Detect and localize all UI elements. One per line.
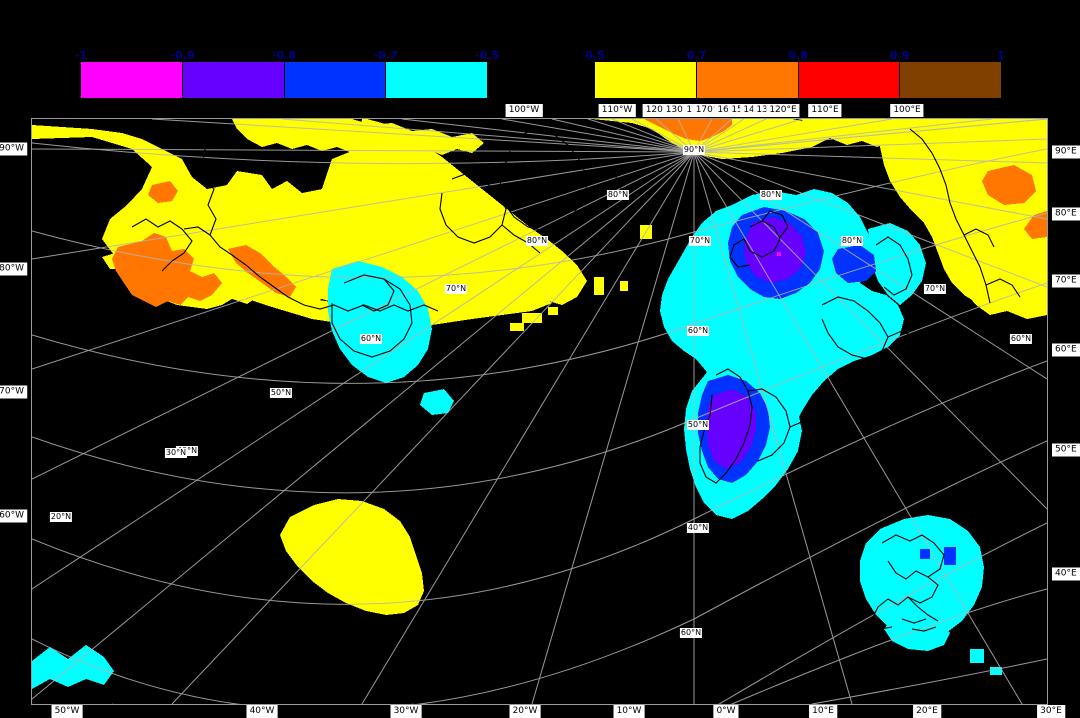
- axis-tick-label: 50°W: [51, 705, 83, 718]
- colorbar-tick-label: -0.9: [170, 49, 195, 62]
- blob-magenta-pixel: [777, 252, 781, 256]
- blob-mid-atlantic-yellow: [280, 499, 424, 615]
- colorbar-negative: [81, 62, 487, 98]
- colorbar-positive-ticklabels: 0.5 0.7 0.8 0.9 1: [585, 48, 1005, 64]
- axis-tick-label: 60°E: [1052, 343, 1080, 357]
- axis-tick-label: 70°W: [0, 385, 27, 399]
- colorbar-segment-1: [182, 62, 285, 98]
- axis-tick-label: 100°W: [505, 104, 543, 117]
- coastlines: [131, 128, 1021, 632]
- axis-tick-label: 110°W: [598, 104, 636, 117]
- colorbar-tick-label: 0.9: [889, 49, 910, 62]
- blob-balkans-blue-1: [920, 549, 930, 559]
- axis-tick-label: 100°E: [890, 104, 924, 117]
- axis-tick-label: 90°E: [1052, 145, 1080, 159]
- colorbar-tick-label: 1: [997, 49, 1005, 62]
- axis-tick-label: 0°W: [713, 705, 739, 718]
- blob-na-south-lobe: [102, 251, 552, 325]
- colorbar-tick-label: -1: [74, 49, 88, 62]
- colorbar-tick-label: 0.5: [585, 49, 605, 62]
- map-panel[interactable]: 90°N 80°N 80°N 80°N 80°N 70°N 70°N 70°N 60°N 60°N…: [31, 118, 1048, 705]
- blob-na-orange-patch2: [148, 181, 178, 203]
- axis-tick-label: 10°E: [809, 705, 837, 718]
- blob-north-america-yellow: [46, 119, 587, 311]
- colorbar-tick-label: 0.8: [788, 49, 808, 62]
- axis-tick-label: 60°W: [0, 509, 27, 523]
- blob-east-asia-orange: [982, 165, 1036, 205]
- blob-nordic-cyan-east: [868, 223, 926, 305]
- axis-tick-label: 30°E: [1037, 705, 1065, 718]
- axis-tick-label: 20°W: [509, 705, 541, 718]
- colorbar-segment-0: [595, 62, 697, 98]
- axis-tick-label: 120°E: [766, 104, 800, 117]
- axis-tick-label: 70°E: [1052, 274, 1080, 288]
- speckle-3: [620, 281, 628, 291]
- blob-polar-orange: [644, 119, 732, 141]
- axis-tick-label: 30°W: [390, 705, 422, 718]
- speckle-2: [594, 277, 604, 295]
- axis-tick-label: 50°E: [1052, 443, 1080, 457]
- blob-cyprus-cyan: [970, 649, 984, 663]
- speckle-6: [548, 307, 558, 315]
- axis-tick-label: 110°E: [808, 104, 842, 117]
- axis-tick-label: 40°W: [246, 705, 278, 718]
- blob-iceland-cyan: [328, 261, 432, 383]
- speckle-5: [510, 323, 524, 331]
- colorbar-segment-1: [696, 62, 799, 98]
- colorbar-segment-2: [284, 62, 387, 98]
- colorbar-segment-0: [81, 62, 183, 98]
- colorbar-negative-ticklabels: -1 -0.9 -0.8 -0.7 -0.5: [75, 48, 499, 64]
- map-canvas: [32, 119, 1047, 704]
- speckle-4: [522, 313, 542, 323]
- colorbar-tick-label: 0.7: [686, 49, 707, 62]
- colorbar-segment-2: [798, 62, 901, 98]
- axis-tick-label: 90°W: [0, 142, 27, 156]
- axis-tick-label: 20°E: [913, 705, 941, 718]
- colorbar-segment-3: [900, 62, 1001, 98]
- blob-iceland-small: [420, 389, 454, 415]
- blob-cyprus-cyan-2: [990, 667, 1002, 675]
- blob-barents-blue: [832, 245, 876, 283]
- colorbar-tick-label: -0.8: [271, 49, 297, 62]
- blob-north-america-orange: [112, 233, 222, 307]
- colorbar-tick-label: -0.5: [474, 49, 500, 62]
- axis-tick-label: 80°W: [0, 262, 27, 276]
- axis-tick-label: 40°E: [1052, 567, 1080, 581]
- colorbar-positive: [595, 62, 1001, 98]
- blob-balkans-cyan: [860, 515, 984, 639]
- blob-na-orange-streak: [228, 245, 296, 297]
- colorbar-tick-label: -0.7: [373, 49, 398, 62]
- axis-tick-label: 10°W: [613, 705, 645, 718]
- blob-balkans-cyan-tail: [884, 615, 950, 651]
- colorbar-segment-3: [386, 62, 487, 98]
- blob-balkans-blue-2: [944, 547, 956, 565]
- blob-sw-cyan-strip: [32, 645, 114, 689]
- axis-tick-label: 80°E: [1052, 207, 1080, 221]
